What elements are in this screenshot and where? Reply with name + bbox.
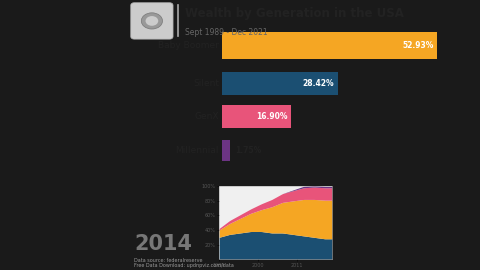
Text: Baby Boomer: Baby Boomer: [158, 41, 219, 50]
Text: 1.75%: 1.75%: [235, 146, 261, 155]
Text: GenX: GenX: [194, 112, 219, 121]
Bar: [222, 140, 229, 161]
Text: Free Data Download: updnpviz.com/data: Free Data Download: updnpviz.com/data: [134, 263, 234, 268]
Text: Silent: Silent: [193, 79, 219, 88]
Text: Sept 1989 - Dec 2021: Sept 1989 - Dec 2021: [185, 28, 268, 37]
Text: Millennial: Millennial: [175, 146, 219, 155]
Text: 28.42%: 28.42%: [303, 79, 335, 88]
Text: 2014: 2014: [134, 234, 192, 254]
Text: Data source: federalreserve: Data source: federalreserve: [134, 258, 203, 263]
Circle shape: [145, 16, 158, 26]
Bar: [222, 72, 338, 95]
Circle shape: [141, 13, 162, 29]
Bar: [222, 105, 291, 128]
Text: Wealth by Generation in the USA: Wealth by Generation in the USA: [185, 7, 404, 20]
Bar: [222, 32, 437, 59]
FancyBboxPatch shape: [131, 3, 173, 39]
Text: 52.93%: 52.93%: [402, 41, 434, 50]
Text: 16.90%: 16.90%: [256, 112, 288, 121]
